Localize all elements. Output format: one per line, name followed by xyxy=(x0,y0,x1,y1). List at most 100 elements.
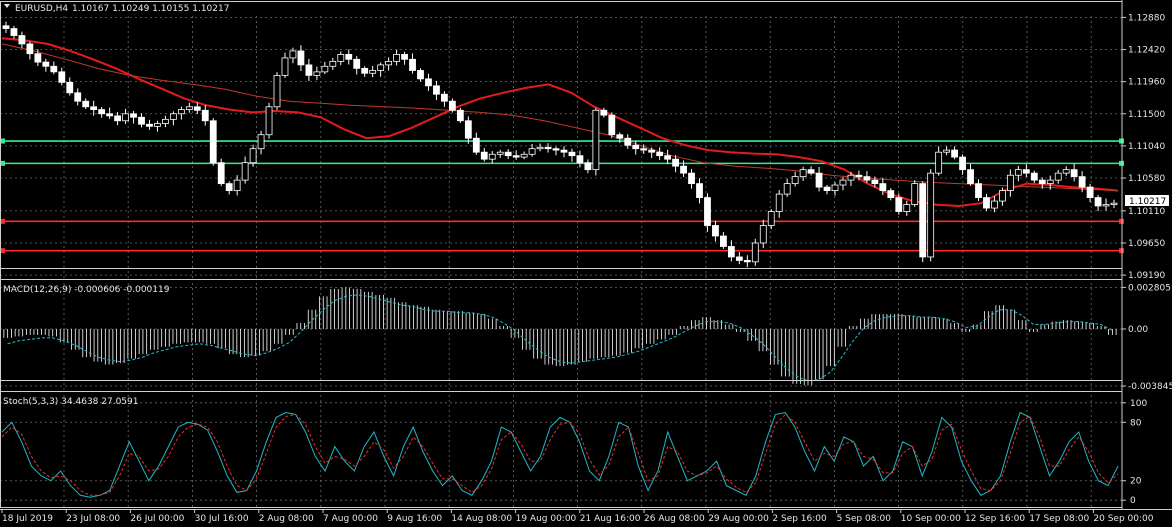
candle-bear xyxy=(720,235,727,247)
candle-bull xyxy=(265,106,273,136)
candle-bear xyxy=(919,183,927,258)
candle-bear xyxy=(42,61,50,67)
price-axis-label: 1.11500 xyxy=(1128,110,1165,120)
price-axis-label: 1.09650 xyxy=(1128,239,1165,249)
candle-bull xyxy=(1062,169,1070,174)
level-handle-red xyxy=(0,248,5,254)
candle-bear xyxy=(361,67,369,74)
stoch-main-line xyxy=(1,411,1119,498)
candle-bear xyxy=(456,109,464,122)
time-axis-label: 12 Sep 16:00 xyxy=(965,514,1025,524)
candle-bear xyxy=(225,183,233,192)
candle-bear xyxy=(576,155,584,164)
panel-frame xyxy=(0,380,1123,508)
candle-bear xyxy=(409,58,416,71)
candle-bear xyxy=(632,144,640,150)
candle-bear xyxy=(441,93,448,102)
time-axis-label: 10 Sep 00:00 xyxy=(901,514,961,524)
candle-bear xyxy=(297,50,305,66)
candle-bear xyxy=(114,115,121,122)
current-price-label: 1.10217 xyxy=(1129,197,1166,207)
candle-bear xyxy=(504,151,512,157)
horizontal-levels[interactable] xyxy=(0,138,1124,254)
symbol-label: EURUSD,H4 xyxy=(15,4,68,14)
candle-bear xyxy=(1086,186,1094,198)
price-axis-label: 1.11040 xyxy=(1128,142,1165,152)
candle-bull xyxy=(935,151,943,174)
candle-bear xyxy=(807,169,815,174)
candle-bull xyxy=(847,174,855,181)
candle-bear xyxy=(1078,176,1086,188)
candle-bear xyxy=(584,162,592,171)
candle-bull xyxy=(249,148,257,164)
candle-bear xyxy=(855,174,863,178)
time-axis-label: 2 Aug 08:00 xyxy=(259,514,314,524)
candle-bear xyxy=(959,156,966,171)
candle-bear xyxy=(217,162,225,185)
candle-bull xyxy=(488,153,496,160)
candle-bear xyxy=(193,106,201,111)
time-axis-label: 21 Aug 16:00 xyxy=(580,514,641,524)
candle-bull xyxy=(759,225,767,244)
candle-bull xyxy=(528,148,536,155)
candle-bull xyxy=(839,179,847,186)
time-axis-label: 26 Aug 08:00 xyxy=(644,514,705,524)
stoch-title: Stoch(5,3,3) 34.4638 27.0591 xyxy=(3,397,138,407)
candle-bull xyxy=(775,193,783,212)
time-axis-label: 20 Sep 00:00 xyxy=(1093,514,1153,524)
candle-bull xyxy=(831,184,839,192)
time-axis-label: 2 Sep 16:00 xyxy=(772,514,827,524)
candle-bear xyxy=(58,71,66,83)
time-axis-label: 7 Aug 00:00 xyxy=(323,514,378,524)
candle-bear xyxy=(871,179,879,185)
candle-bull xyxy=(767,211,775,226)
candle-bear xyxy=(425,78,432,87)
candle-bull xyxy=(377,64,385,71)
candle-bull xyxy=(289,50,297,59)
candle-bull xyxy=(496,151,504,155)
stoch-axis-label: 100 xyxy=(1130,399,1147,409)
candle-bear xyxy=(735,256,743,261)
candle-bear xyxy=(688,172,695,185)
ohlc-readout: 1.10167 1.10249 1.10155 1.10217 xyxy=(72,4,229,14)
candle-bull xyxy=(1014,169,1022,176)
candle-bear xyxy=(648,149,656,153)
candle-bear xyxy=(975,183,982,198)
candle-bull xyxy=(337,54,345,62)
candle-bull xyxy=(592,109,600,171)
candle-bear xyxy=(887,190,895,198)
candle-bull xyxy=(751,242,759,263)
candle-bull xyxy=(911,183,919,205)
time-axis-label: 30 Jul 16:00 xyxy=(195,514,249,524)
dropdown-triangle-icon[interactable] xyxy=(4,4,10,8)
candle-bear xyxy=(552,148,560,151)
time-axis-label: 18 Jul 2019 xyxy=(2,514,53,524)
candle-bear xyxy=(74,92,82,102)
price-axis-label: 1.10110 xyxy=(1128,207,1165,217)
candle-bear xyxy=(672,158,679,167)
candle-bear xyxy=(544,146,552,150)
candle-bear xyxy=(1030,172,1038,181)
candle-bull xyxy=(520,153,528,158)
moving-averages xyxy=(1,37,1119,208)
candle-bear xyxy=(743,260,751,263)
candle-bear xyxy=(895,197,903,212)
symbol-header: EURUSD,H4 1.10167 1.10249 1.10155 1.1021… xyxy=(4,4,229,14)
candle-bear xyxy=(201,109,209,122)
price-axis-label: 1.12880 xyxy=(1128,13,1165,23)
candle-bear xyxy=(448,100,456,111)
candle-bear xyxy=(26,43,34,55)
candle-bear xyxy=(600,109,608,116)
candle-bear xyxy=(98,109,106,115)
candle-bull xyxy=(943,149,951,153)
candle-bear xyxy=(1022,169,1030,174)
stoch-axis-label: 0 xyxy=(1130,496,1136,506)
candle-bear xyxy=(50,65,58,73)
price-axis-label: 1.11960 xyxy=(1128,78,1165,88)
candle-bear xyxy=(712,225,719,237)
candle-bear xyxy=(704,197,711,226)
candle-bear xyxy=(34,53,42,63)
time-axis-label: 17 Sep 08:00 xyxy=(1029,514,1089,524)
candle-bear xyxy=(209,120,217,164)
